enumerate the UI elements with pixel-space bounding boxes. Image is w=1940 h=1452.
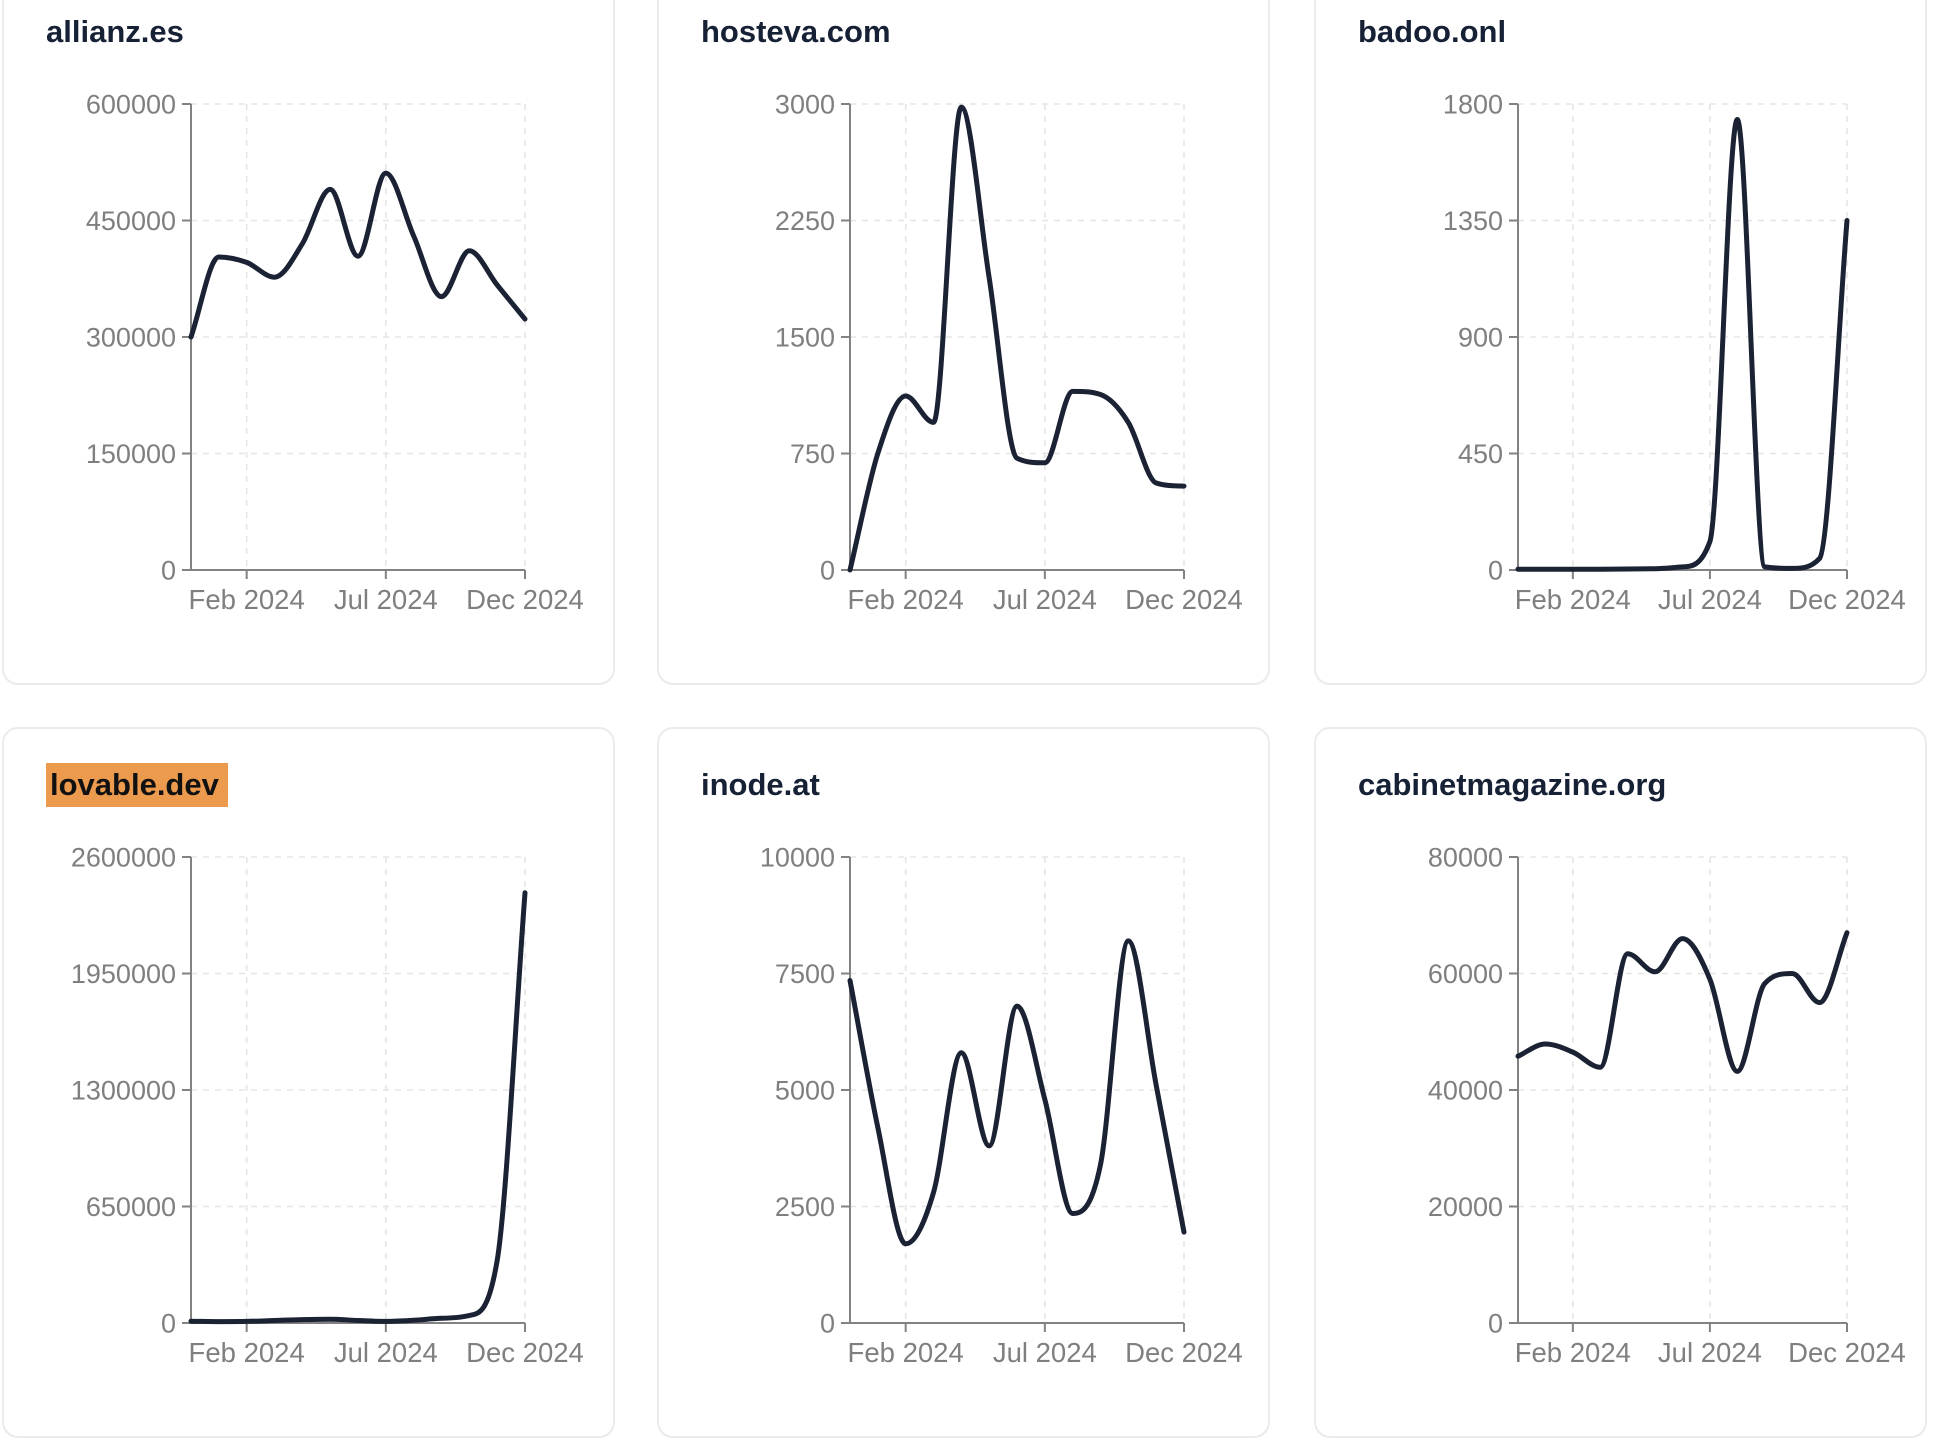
line-chart: 0 650000 1300000 1950000 2600000 Feb 2024 Jul … bbox=[4, 729, 617, 1440]
line-chart-svg: 0 750 1500 2250 3000 Feb 2024 Jul 2024 Dec 2024 bbox=[775, 90, 1243, 616]
y-axis-tick-label: 150000 bbox=[86, 439, 176, 469]
y-axis-tick-label: 7500 bbox=[775, 959, 835, 989]
x-axis-tick-label: Feb 2024 bbox=[1515, 1337, 1631, 1368]
chart-title: allianz.es bbox=[46, 14, 184, 50]
x-axis-tick-label: Feb 2024 bbox=[848, 1337, 964, 1368]
chart-card-hosteva-com[interactable]: hosteva.com 0 750 1500 2250 3000 Feb 2024 Jul … bbox=[657, 0, 1270, 685]
y-axis-tick-label: 1500 bbox=[775, 323, 835, 353]
y-axis-tick-label: 1950000 bbox=[71, 959, 176, 989]
line-chart-svg: 0 650000 1300000 1950000 2600000 Feb 2024 Jul … bbox=[71, 843, 584, 1369]
y-axis-tick-label: 0 bbox=[161, 1309, 176, 1339]
x-axis-tick-label: Dec 2024 bbox=[1788, 584, 1906, 615]
line-chart: 0 2500 5000 7500 10000 Feb 2024 Jul 2024 Dec 20… bbox=[659, 729, 1272, 1440]
y-axis-tick-label: 300000 bbox=[86, 323, 176, 353]
y-axis-tick-label: 5000 bbox=[775, 1076, 835, 1106]
y-axis-tick-label: 2250 bbox=[775, 206, 835, 236]
y-axis-tick-label: 900 bbox=[1458, 323, 1503, 353]
line-chart: 0 750 1500 2250 3000 Feb 2024 Jul 2024 Dec 2024 bbox=[659, 0, 1272, 687]
chart-card-allianz-es[interactable]: allianz.es 0 150000 300000 450000 600000 Feb … bbox=[2, 0, 615, 685]
y-axis-tick-label: 650000 bbox=[86, 1192, 176, 1222]
chart-title: hosteva.com bbox=[701, 14, 891, 50]
x-axis-tick-label: Feb 2024 bbox=[189, 584, 305, 615]
x-axis-tick-label: Feb 2024 bbox=[189, 1337, 305, 1368]
line-chart: 0 150000 300000 450000 600000 Feb 2024 Jul 202… bbox=[4, 0, 617, 687]
domain-label: allianz.es bbox=[46, 14, 184, 49]
line-chart-svg: 0 2500 5000 7500 10000 Feb 2024 Jul 2024 Dec 20… bbox=[760, 843, 1243, 1369]
x-axis-tick-label: Jul 2024 bbox=[334, 1337, 438, 1368]
chart-title: lovable.dev bbox=[46, 763, 228, 807]
chart-title: badoo.onl bbox=[1358, 14, 1506, 50]
series-line bbox=[1515, 117, 1850, 572]
y-axis-tick-label: 1800 bbox=[1443, 90, 1503, 120]
y-axis-tick-label: 10000 bbox=[760, 843, 835, 873]
series-line bbox=[1515, 930, 1850, 1074]
x-axis-tick-label: Dec 2024 bbox=[1125, 1337, 1243, 1368]
y-axis-tick-label: 3000 bbox=[775, 90, 835, 120]
y-axis-tick-label: 750 bbox=[790, 439, 835, 469]
chart-card-cabinetmagazine-org[interactable]: cabinetmagazine.org 0 20000 40000 60000 8000… bbox=[1314, 727, 1927, 1438]
chart-card-lovable-dev[interactable]: lovable.dev 0 650000 1300000 1950000 2600000… bbox=[2, 727, 615, 1438]
x-axis-tick-label: Jul 2024 bbox=[993, 584, 1097, 615]
x-axis-tick-label: Dec 2024 bbox=[466, 1337, 584, 1368]
y-axis-tick-label: 0 bbox=[1488, 1309, 1503, 1339]
y-axis-tick-label: 600000 bbox=[86, 90, 176, 120]
chart-card-badoo-onl[interactable]: badoo.onl 0 450 900 1350 1800 Feb 2024 Jul 202… bbox=[1314, 0, 1927, 685]
y-axis-tick-label: 0 bbox=[1488, 556, 1503, 586]
series-line bbox=[188, 170, 528, 340]
domain-label: cabinetmagazine.org bbox=[1358, 767, 1667, 802]
y-axis-tick-label: 1300000 bbox=[71, 1076, 176, 1106]
line-chart: 0 20000 40000 60000 80000 Feb 2024 Jul 2024 Dec… bbox=[1316, 729, 1929, 1440]
y-axis-tick-label: 0 bbox=[161, 556, 176, 586]
domain-label: hosteva.com bbox=[701, 14, 891, 49]
x-axis-tick-label: Jul 2024 bbox=[1658, 1337, 1762, 1368]
chart-title: cabinetmagazine.org bbox=[1358, 767, 1666, 803]
y-axis-tick-label: 450000 bbox=[86, 206, 176, 236]
series-line bbox=[847, 104, 1187, 573]
x-axis-tick-label: Dec 2024 bbox=[466, 584, 584, 615]
y-axis-tick-label: 0 bbox=[820, 1309, 835, 1339]
domain-label: badoo.onl bbox=[1358, 14, 1507, 49]
y-axis-tick-label: 80000 bbox=[1428, 843, 1503, 873]
line-chart-svg: 0 150000 300000 450000 600000 Feb 2024 Jul 202… bbox=[86, 90, 584, 616]
x-axis-tick-label: Jul 2024 bbox=[1658, 584, 1762, 615]
domain-label: inode.at bbox=[701, 767, 820, 802]
chart-card-inode-at[interactable]: inode.at 0 2500 5000 7500 10000 Feb 2024 Jul 2… bbox=[657, 727, 1270, 1438]
y-axis-tick-label: 20000 bbox=[1428, 1192, 1503, 1222]
x-axis-tick-label: Dec 2024 bbox=[1125, 584, 1243, 615]
y-axis-tick-label: 40000 bbox=[1428, 1076, 1503, 1106]
line-chart-svg: 0 20000 40000 60000 80000 Feb 2024 Jul 2024 Dec… bbox=[1428, 843, 1906, 1369]
series-line bbox=[847, 938, 1187, 1247]
x-axis-tick-label: Jul 2024 bbox=[334, 584, 438, 615]
x-axis-tick-label: Jul 2024 bbox=[993, 1337, 1097, 1368]
domain-label-highlighted: lovable.dev bbox=[46, 763, 228, 807]
y-axis-tick-label: 450 bbox=[1458, 439, 1503, 469]
line-chart: 0 450 900 1350 1800 Feb 2024 Jul 2024 Dec 2024 bbox=[1316, 0, 1929, 687]
y-axis-tick-label: 60000 bbox=[1428, 959, 1503, 989]
y-axis-tick-label: 1350 bbox=[1443, 206, 1503, 236]
x-axis-tick-label: Feb 2024 bbox=[848, 584, 964, 615]
y-axis-tick-label: 2600000 bbox=[71, 843, 176, 873]
x-axis-tick-label: Dec 2024 bbox=[1788, 1337, 1906, 1368]
line-chart-svg: 0 450 900 1350 1800 Feb 2024 Jul 2024 Dec 2024 bbox=[1443, 90, 1906, 616]
y-axis-tick-label: 0 bbox=[820, 556, 835, 586]
x-axis-tick-label: Feb 2024 bbox=[1515, 584, 1631, 615]
series-line bbox=[188, 890, 528, 1325]
chart-title: inode.at bbox=[701, 767, 820, 803]
y-axis-tick-label: 2500 bbox=[775, 1192, 835, 1222]
